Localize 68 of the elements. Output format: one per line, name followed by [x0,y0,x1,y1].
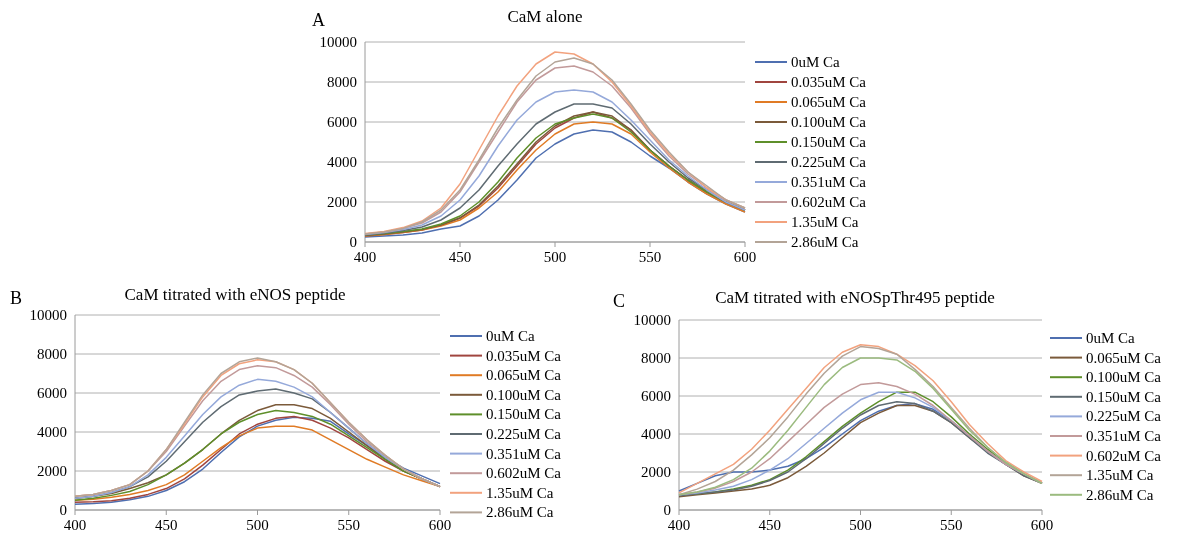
y-tick-label: 8000 [641,350,671,366]
y-tick-label: 4000 [37,424,67,440]
legend-label: 1.35uM Ca [486,484,554,501]
y-tick-label: 8000 [37,346,67,362]
legend-label: 0uM Ca [791,54,841,70]
legend-label: 0.602uM Ca [486,465,562,482]
legend-label: 0.150uM Ca [791,134,867,150]
x-tick-label: 450 [448,249,472,265]
legend-label: 0.100uM Ca [791,114,867,130]
y-tick-label: 2000 [327,194,357,210]
x-tick-label: 450 [758,517,781,533]
legend-label: 0.100uM Ca [1086,369,1162,386]
legend-label: 0.035uM Ca [486,347,562,364]
y-tick-label: 10000 [319,34,357,50]
text: B [10,288,23,308]
legend-label: 0.351uM Ca [791,174,867,190]
x-tick-label: 600 [1030,517,1054,533]
y-tick-label: 10000 [633,312,671,328]
x-tick-label: 400 [63,517,87,533]
legend-label: 0.065uM Ca [1086,349,1162,366]
y-tick-label: 0 [663,502,671,518]
y-tick-label: 8000 [327,74,357,90]
y-tick-label: 6000 [641,388,671,404]
x-tick-label: 550 [337,517,360,533]
x-tick-label: 400 [353,249,377,265]
legend-label: 1.35uM Ca [791,214,859,230]
y-tick-label: 4000 [641,426,671,442]
legend-label: 0.065uM Ca [791,94,867,110]
x-tick-label: 400 [667,517,691,533]
legend-label: 2.86uM Ca [486,504,554,521]
x-tick-label: 450 [155,517,178,533]
legend-label: 1.35uM Ca [1086,467,1154,484]
legend-label: 2.86uM Ca [791,234,859,250]
legend-label: 0.351uM Ca [486,445,562,462]
chart-title: CaM alone [507,7,583,26]
x-tick-label: 600 [733,249,757,265]
x-tick-label: 550 [940,517,963,533]
x-tick-label: 500 [543,249,567,265]
legend-label: 0.150uM Ca [486,406,562,423]
y-tick-label: 6000 [327,114,357,130]
chart-title: CaM titrated with eNOSpThr495 peptide [715,288,995,307]
chart-title: CaM titrated with eNOS peptide [124,285,346,304]
text: C [613,291,626,311]
y-tick-label: 2000 [37,463,67,479]
y-tick-label: 10000 [29,307,67,323]
legend-label: 0.225uM Ca [791,154,867,170]
y-tick-label: 4000 [327,154,357,170]
legend-label: 2.86uM Ca [1086,486,1154,503]
legend-label: 0.225uM Ca [486,426,562,442]
legend-label: 0.065uM Ca [486,367,562,384]
y-tick-label: 0 [349,234,357,250]
legend-label: 0uM Ca [486,328,536,344]
legend-label: 0.602uM Ca [1086,447,1162,464]
legend-label: 0uM Ca [1086,330,1136,346]
legend-label: 0.100uM Ca [486,386,562,403]
y-tick-label: 0 [59,502,67,518]
legend-label: 0.150uM Ca [1086,388,1162,405]
legend-label: 0.351uM Ca [1086,428,1162,444]
x-tick-label: 550 [638,249,662,265]
y-tick-label: 2000 [641,464,671,480]
y-tick-label: 6000 [37,385,67,401]
x-tick-label: 500 [849,517,872,533]
x-tick-label: 500 [246,517,269,533]
legend-label: 0.225uM Ca [1086,408,1162,425]
legend-label: 0.602uM Ca [791,194,867,210]
legend-label: 0.035uM Ca [791,74,867,90]
x-tick-label: 600 [428,517,452,533]
text: A [312,10,325,30]
